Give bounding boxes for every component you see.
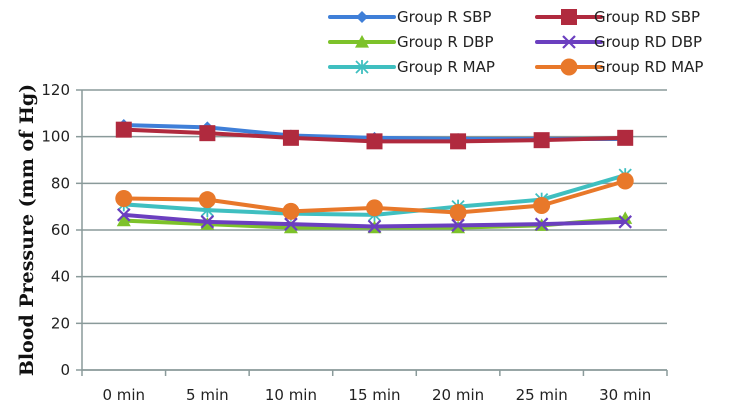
data-point	[533, 197, 551, 214]
data-point	[367, 219, 382, 234]
legend-item: Group RD SBP	[535, 8, 700, 26]
x-tick-label: 30 min	[599, 386, 651, 404]
data-point	[282, 129, 299, 146]
x-tick-label: 10 min	[265, 386, 317, 404]
series-group-rd-dbp	[117, 208, 632, 234]
marker-stroke	[284, 217, 298, 231]
y-axis-label: Blood Pressure (mm of Hg)	[16, 84, 38, 376]
legend-marker-icon	[355, 60, 369, 74]
marker-stroke	[367, 219, 382, 234]
marker-stroke	[117, 208, 131, 222]
x-tick-labels: 0 min 5 min 10 min 15 min 20 min 25 min 30 min	[102, 386, 651, 404]
data-point	[451, 218, 465, 233]
legend-item: Group RD DBP	[535, 33, 702, 51]
marker-stroke	[451, 218, 465, 233]
marker-stroke	[562, 35, 576, 49]
legend-marker-icon	[356, 11, 368, 23]
marker-stroke	[618, 215, 632, 229]
legend-marker-icon	[562, 35, 576, 49]
x-tick-label: 15 min	[348, 386, 400, 404]
data-point	[450, 133, 467, 150]
data-point	[282, 202, 300, 220]
legend-marker-icon	[355, 35, 369, 48]
y-tick-label: 40	[51, 268, 70, 286]
data-point	[115, 121, 132, 138]
data-point	[533, 132, 550, 149]
legend-label: Group R MAP	[397, 58, 495, 76]
legend-marker-icon	[560, 58, 578, 76]
y-tick-label: 120	[41, 81, 70, 99]
y-tick-label: 0	[60, 361, 70, 379]
legend-label: Group R SBP	[397, 8, 491, 26]
x-tick-label: 0 min	[102, 386, 145, 404]
legend-label: Group RD MAP	[594, 58, 703, 76]
data-point	[283, 220, 298, 234]
data-point	[115, 190, 133, 207]
data-point	[617, 129, 634, 146]
data-point	[200, 215, 215, 229]
marker-stroke	[534, 217, 549, 231]
y-tick-labels: 0 20 40 60 80 100 120	[41, 81, 70, 379]
data-point	[616, 172, 634, 190]
series-group-rd-map	[115, 172, 634, 221]
data-point	[198, 191, 216, 209]
data-point	[366, 199, 383, 217]
data-point	[449, 204, 467, 221]
legend-item: Group R SBP	[328, 8, 491, 26]
legend-label: Group RD DBP	[594, 33, 702, 51]
data-point	[199, 125, 216, 142]
gridlines	[76, 89, 667, 371]
y-tick-label: 80	[51, 174, 70, 192]
legend-item: Group R MAP	[328, 58, 495, 76]
x-tick-label: 25 min	[516, 386, 568, 404]
x-tick-label: 5 min	[186, 386, 229, 404]
y-tick-label: 100	[41, 128, 70, 146]
legend-label: Group R DBP	[397, 33, 494, 51]
legend-marker-icon	[561, 9, 577, 25]
axes	[81, 90, 668, 376]
data-point	[117, 208, 131, 222]
legend-label: Group RD SBP	[594, 8, 700, 26]
data-point	[534, 217, 549, 231]
x-tick-label: 20 min	[432, 386, 484, 404]
y-tick-label: 20	[51, 314, 70, 332]
data-point	[116, 213, 131, 227]
y-tick-label: 60	[51, 221, 70, 239]
data-point	[618, 215, 632, 229]
series-group-rd-sbp	[115, 121, 634, 150]
data-point	[284, 217, 298, 231]
marker-stroke	[200, 215, 215, 229]
series-layer	[115, 119, 634, 234]
legend-item: Group R DBP	[328, 33, 494, 51]
data-point	[366, 133, 383, 150]
legend: Group R SBP Group RD SBP Group R DBP Group …	[328, 8, 703, 76]
legend-item: Group RD MAP	[535, 58, 703, 76]
